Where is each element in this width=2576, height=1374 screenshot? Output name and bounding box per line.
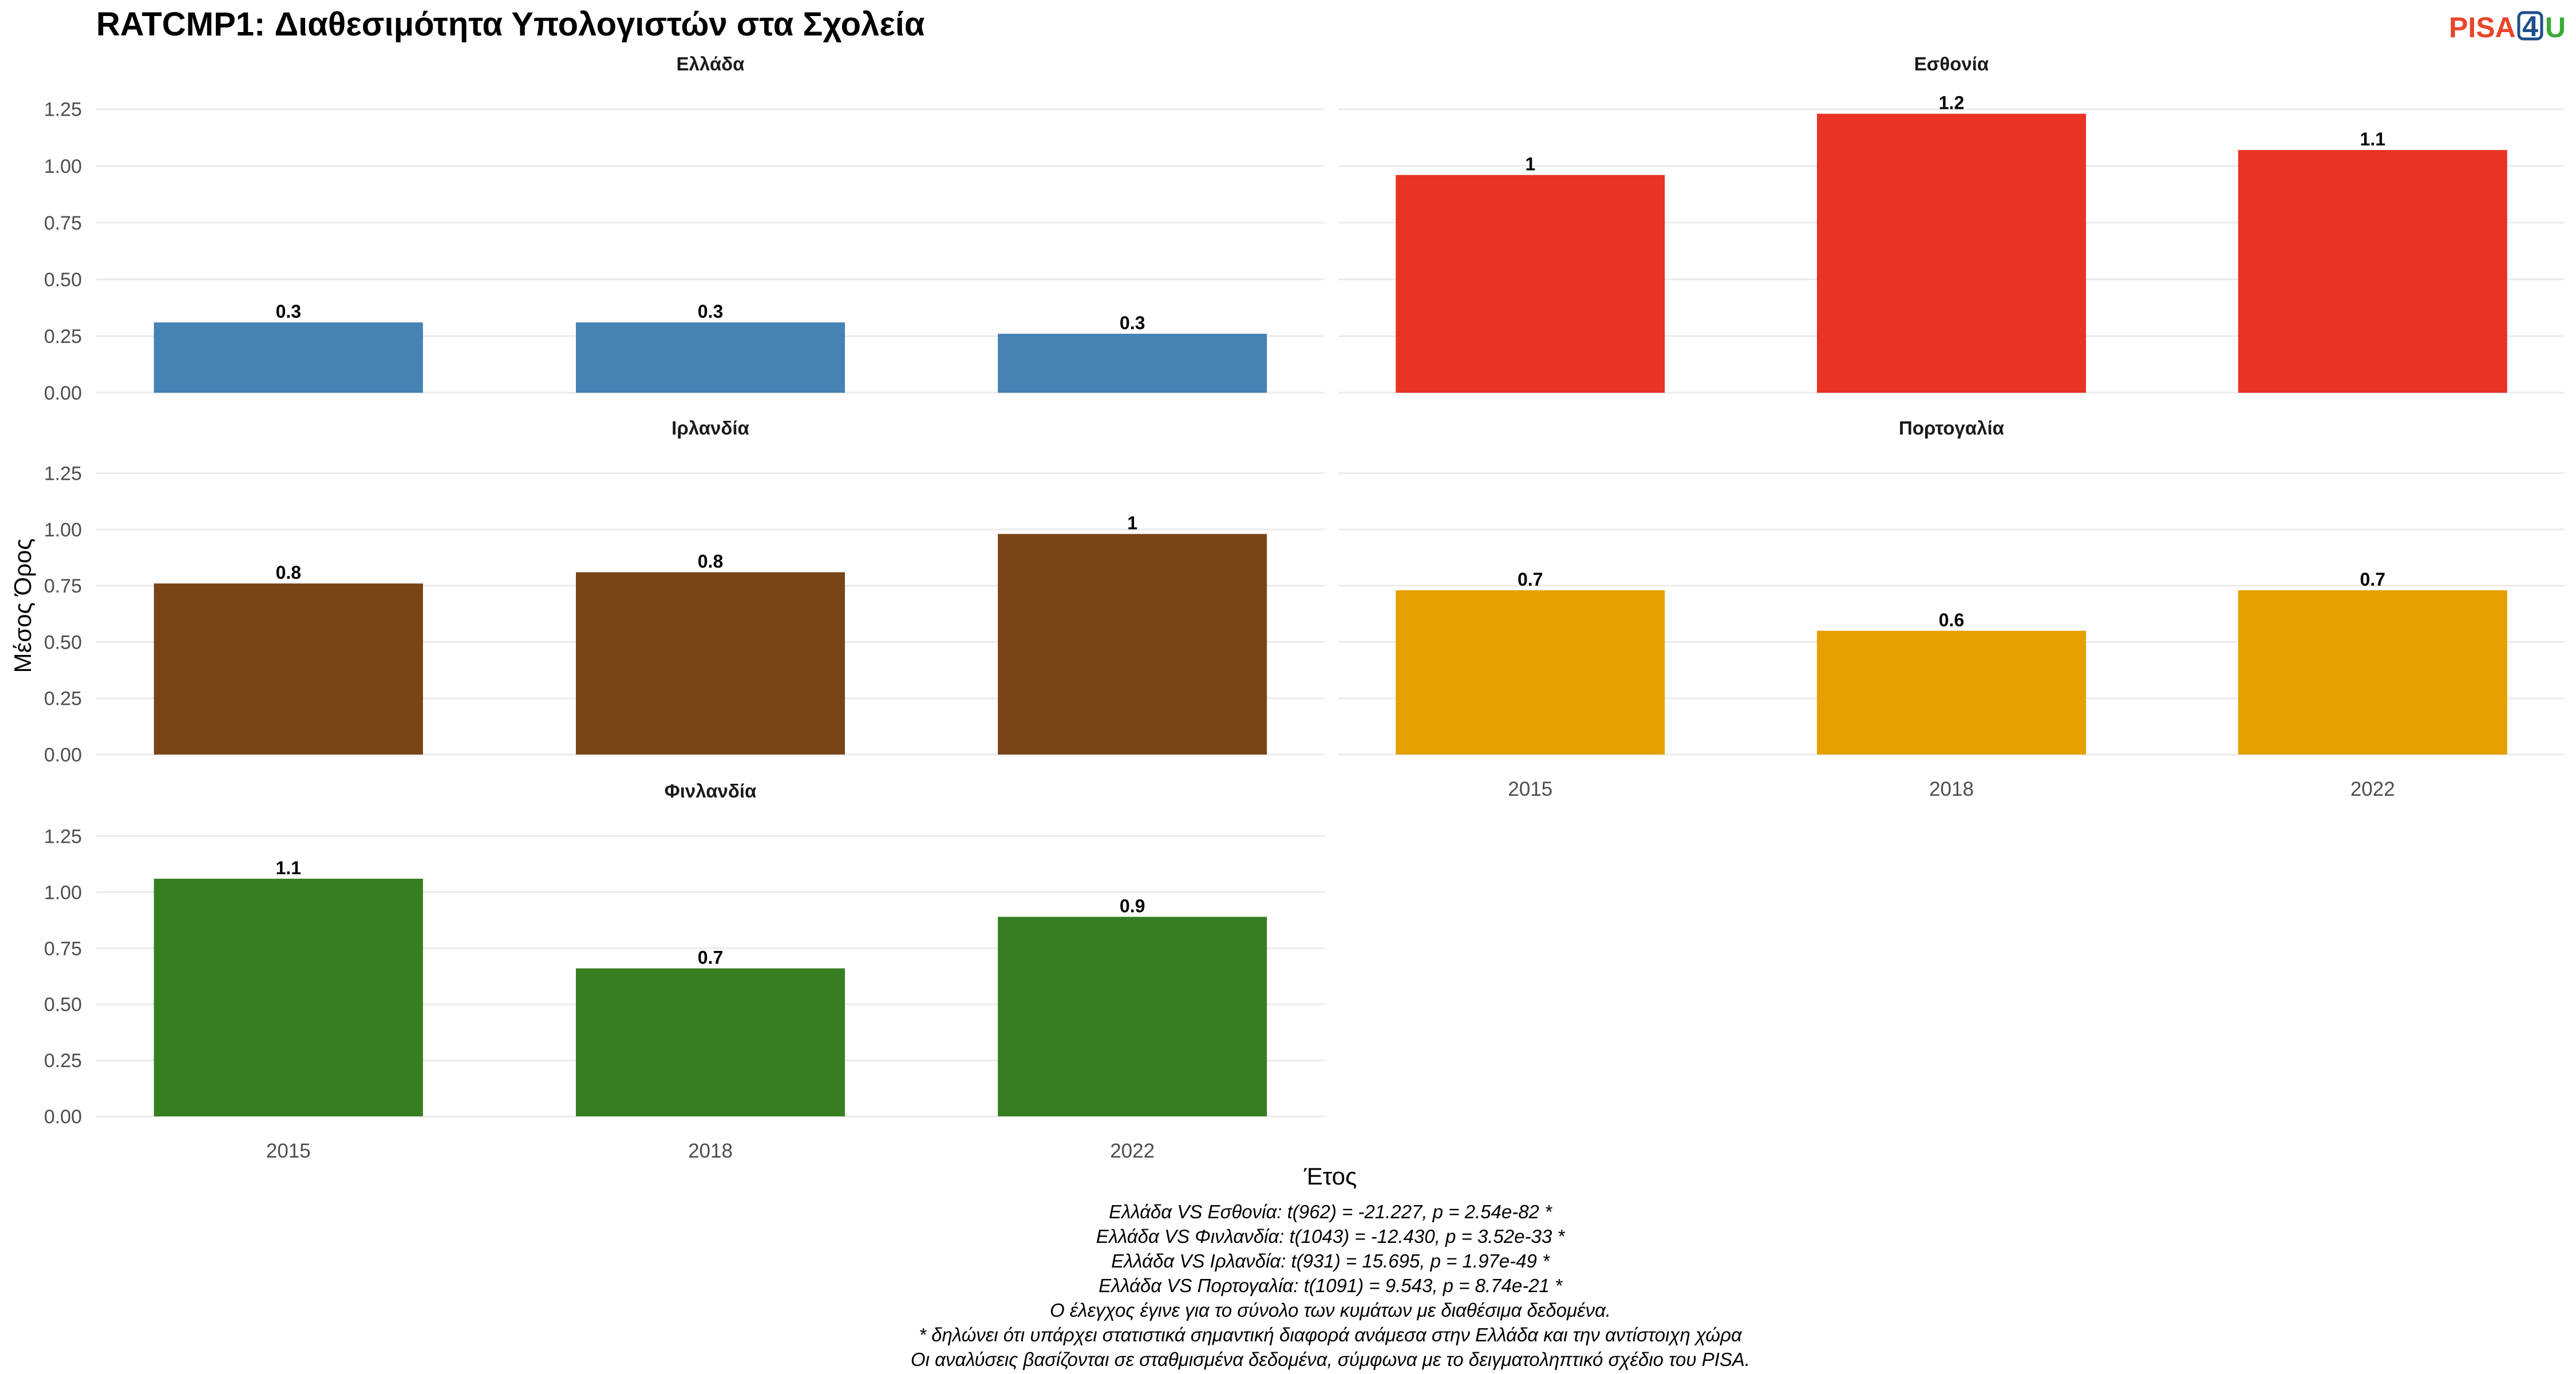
- pisa4u-logo: PISA 4 U: [2449, 10, 2566, 44]
- panel-title: Εσθονία: [1914, 53, 1989, 74]
- data-label: 1.2: [1939, 93, 1964, 113]
- y-tick-label: 0.00: [44, 744, 82, 766]
- panel-1: Ελλάδα 0.00 0.25 0.50 0.75 1.00 1.25 0.3 0.3 0.3: [44, 53, 1325, 404]
- y-tick-label: 0.75: [44, 938, 82, 960]
- bar-2015: [153, 322, 423, 393]
- x-axis-title: Έτος: [1303, 1163, 1357, 1190]
- y-tick-label: 0.25: [44, 688, 82, 710]
- caption-line: Ο έλεγχος έγινε για το σύνολο των κυμάτω…: [1050, 1300, 1611, 1321]
- bar-2022: [998, 917, 1267, 1116]
- logo-text-pisa: PISA: [2449, 11, 2516, 44]
- x-tick-label: 2018: [688, 1140, 733, 1162]
- y-axis-title: Μέσος Όρος: [9, 539, 36, 673]
- bar-2015: [1396, 175, 1665, 393]
- panel-title: Πορτογαλία: [1899, 417, 2004, 439]
- y-tick-label: 1.00: [44, 519, 82, 541]
- y-tick-label: 0.50: [44, 631, 82, 653]
- x-tick-label: 2015: [266, 1140, 311, 1162]
- logo-box: [2517, 11, 2543, 41]
- data-label: 1.1: [276, 858, 301, 878]
- x-tick-label: 2022: [2350, 778, 2395, 800]
- bar-2022: [998, 333, 1267, 393]
- y-tick-label: 1.25: [44, 99, 82, 121]
- bar-2022: [2238, 150, 2507, 393]
- y-tick-label: 1.00: [44, 156, 82, 177]
- x-tick-label: 2018: [1929, 778, 1974, 800]
- y-tick-label: 0.50: [44, 994, 82, 1016]
- bar-2018: [576, 572, 845, 755]
- y-tick-label: 1.25: [44, 826, 82, 847]
- chart-title: RATCMP1: Διαθεσιμότητα Υπολογιστών στα Σ…: [96, 6, 925, 43]
- x-tick-label: 2015: [1508, 778, 1552, 800]
- y-tick-label: 1.25: [44, 463, 82, 485]
- caption-line: Οι αναλύσεις βασίζονται σε σταθμισμένα δ…: [911, 1349, 1750, 1370]
- data-label: 1: [1127, 513, 1137, 534]
- data-label: 0.3: [1120, 313, 1145, 333]
- bar-2018: [1817, 113, 2086, 393]
- data-label: 1.1: [2360, 129, 2385, 149]
- y-tick-label: 1.00: [44, 882, 82, 903]
- caption-line: Ελλάδα VS Φινλανδία: t(1043) = -12.430, …: [1096, 1226, 1566, 1247]
- logo-text-u: U: [2545, 11, 2566, 44]
- data-label: 0.9: [1120, 895, 1145, 916]
- bar-2015: [153, 583, 423, 755]
- caption-line: Ελλάδα VS Εσθονία: t(962) = -21.227, p =…: [1109, 1201, 1552, 1222]
- caption-line: * δηλώνει ότι υπάρχει στατιστικά σημαντι…: [919, 1324, 1743, 1345]
- data-label: 0.8: [276, 562, 301, 583]
- data-label: 0.3: [276, 301, 301, 322]
- data-label: 0.7: [1518, 569, 1543, 590]
- y-tick-label: 0.75: [44, 212, 82, 234]
- bar-2018: [1817, 630, 2086, 755]
- data-label: 0.7: [698, 947, 723, 968]
- bar-2022: [2238, 590, 2507, 755]
- bar-2015: [153, 878, 423, 1116]
- data-label: 0.7: [2360, 569, 2385, 590]
- caption-line: Ελλάδα VS Ιρλανδία: t(931) = 15.695, p =…: [1111, 1250, 1550, 1272]
- panel-title: Ελλάδα: [677, 53, 745, 74]
- caption-notes: Ελλάδα VS Εσθονία: t(962) = -21.227, p =…: [911, 1201, 1750, 1370]
- y-tick-label: 0.00: [44, 382, 82, 404]
- panel-title: Φινλανδία: [665, 780, 757, 802]
- data-label: 1: [1525, 154, 1535, 175]
- y-tick-label: 0.50: [44, 269, 82, 291]
- panel-4: Πορτογαλία 0.7 0.6 0.7 2015 2018 2022: [1338, 417, 2565, 800]
- y-tick-label: 0.25: [44, 1050, 82, 1072]
- bar-2015: [1396, 590, 1665, 755]
- panel-3: Ιρλανδία 0.00 0.25 0.50 0.75 1.00 1.25 0.8 0.8 1: [44, 417, 1325, 766]
- panel-5: Φινλανδία 0.00 0.25 0.50 0.75 1.00 1.25 1.1 0.7 0…: [44, 780, 1325, 1162]
- data-label: 0.6: [1939, 610, 1964, 630]
- caption-line: Ελλάδα VS Πορτογαλία: t(1091) = 9.543, p…: [1099, 1275, 1563, 1296]
- bar-2022: [998, 534, 1267, 755]
- bar-2018: [576, 322, 845, 393]
- data-label: 0.8: [698, 551, 723, 572]
- y-tick-label: 0.25: [44, 326, 82, 348]
- y-tick-label: 0.75: [44, 575, 82, 597]
- logo-text-4: 4: [2522, 10, 2538, 42]
- panel-title: Ιρλανδία: [671, 417, 749, 439]
- panel-2: Εσθονία 1 1.2 1.1: [1338, 53, 2565, 394]
- bar-2018: [576, 968, 845, 1116]
- y-tick-label: 0.00: [44, 1106, 82, 1128]
- x-tick-label: 2022: [1110, 1140, 1155, 1162]
- data-label: 0.3: [698, 301, 723, 322]
